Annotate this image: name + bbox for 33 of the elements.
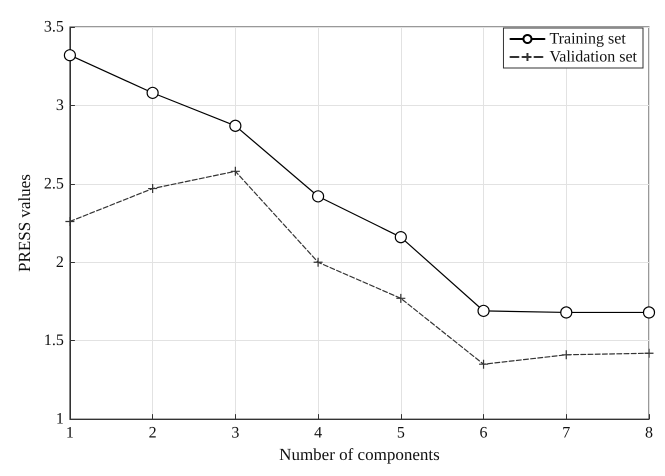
point xyxy=(64,216,75,227)
x-tick-label: 8 xyxy=(645,424,653,442)
x-tick-label: 2 xyxy=(148,424,157,442)
y-tick-label: 3.5 xyxy=(44,18,64,36)
y-tick-label: 3 xyxy=(56,96,64,114)
x-tick-label: 5 xyxy=(396,424,405,442)
x-tick-label: 6 xyxy=(480,424,488,442)
x-tick-label: 7 xyxy=(562,424,570,442)
y-tick-label: 2 xyxy=(56,254,64,271)
point xyxy=(146,86,159,99)
x-tick-label: 4 xyxy=(314,424,322,442)
legend-label: Training set xyxy=(549,30,626,48)
point xyxy=(148,183,158,194)
point xyxy=(229,120,242,132)
y-axis-title: PRESS values xyxy=(15,174,34,272)
point xyxy=(312,190,324,202)
point xyxy=(642,306,656,319)
point xyxy=(560,306,572,319)
point xyxy=(478,359,489,370)
y-tick-label: 2.5 xyxy=(44,175,64,192)
x-axis-title: Number of components xyxy=(279,445,440,464)
point xyxy=(394,231,407,244)
point xyxy=(312,257,324,268)
legend-label: Validation set xyxy=(549,48,638,66)
point xyxy=(64,49,76,62)
point xyxy=(230,166,240,176)
point xyxy=(396,293,406,304)
point xyxy=(477,304,490,317)
y-tick-label: 1.5 xyxy=(44,332,64,350)
point xyxy=(644,348,654,358)
y-tick-label: 1 xyxy=(56,410,64,428)
point xyxy=(561,350,572,360)
x-tick-label: 3 xyxy=(231,424,240,442)
